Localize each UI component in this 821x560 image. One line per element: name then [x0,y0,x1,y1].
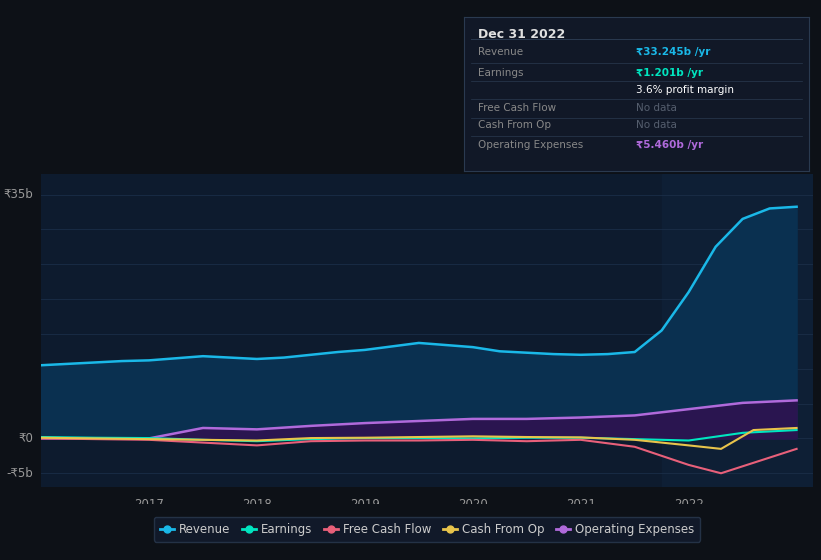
Text: -₹5b: -₹5b [7,467,34,480]
Text: Operating Expenses: Operating Expenses [478,141,583,151]
Text: 2021: 2021 [566,498,596,511]
Text: Free Cash Flow: Free Cash Flow [478,102,556,113]
Text: 3.6% profit margin: 3.6% profit margin [636,85,734,95]
Text: 2018: 2018 [242,498,272,511]
Text: 2020: 2020 [458,498,488,511]
Text: ₹0: ₹0 [18,432,34,445]
Bar [662,174,813,487]
Text: Earnings: Earnings [478,68,523,78]
Text: 2022: 2022 [674,498,704,511]
Text: ₹5.460b /yr: ₹5.460b /yr [636,141,704,151]
Text: Cash From Op: Cash From Op [478,120,551,130]
Text: 2017: 2017 [134,498,164,511]
Text: ₹35b: ₹35b [3,188,34,201]
Legend: Revenue, Earnings, Free Cash Flow, Cash From Op, Operating Expenses: Revenue, Earnings, Free Cash Flow, Cash … [154,517,700,542]
Text: No data: No data [636,120,677,130]
Text: Dec 31 2022: Dec 31 2022 [478,27,565,40]
Text: No data: No data [636,102,677,113]
Text: 2019: 2019 [350,498,380,511]
Text: Revenue: Revenue [478,47,523,57]
Text: ₹33.245b /yr: ₹33.245b /yr [636,47,711,57]
Text: ₹1.201b /yr: ₹1.201b /yr [636,68,704,78]
